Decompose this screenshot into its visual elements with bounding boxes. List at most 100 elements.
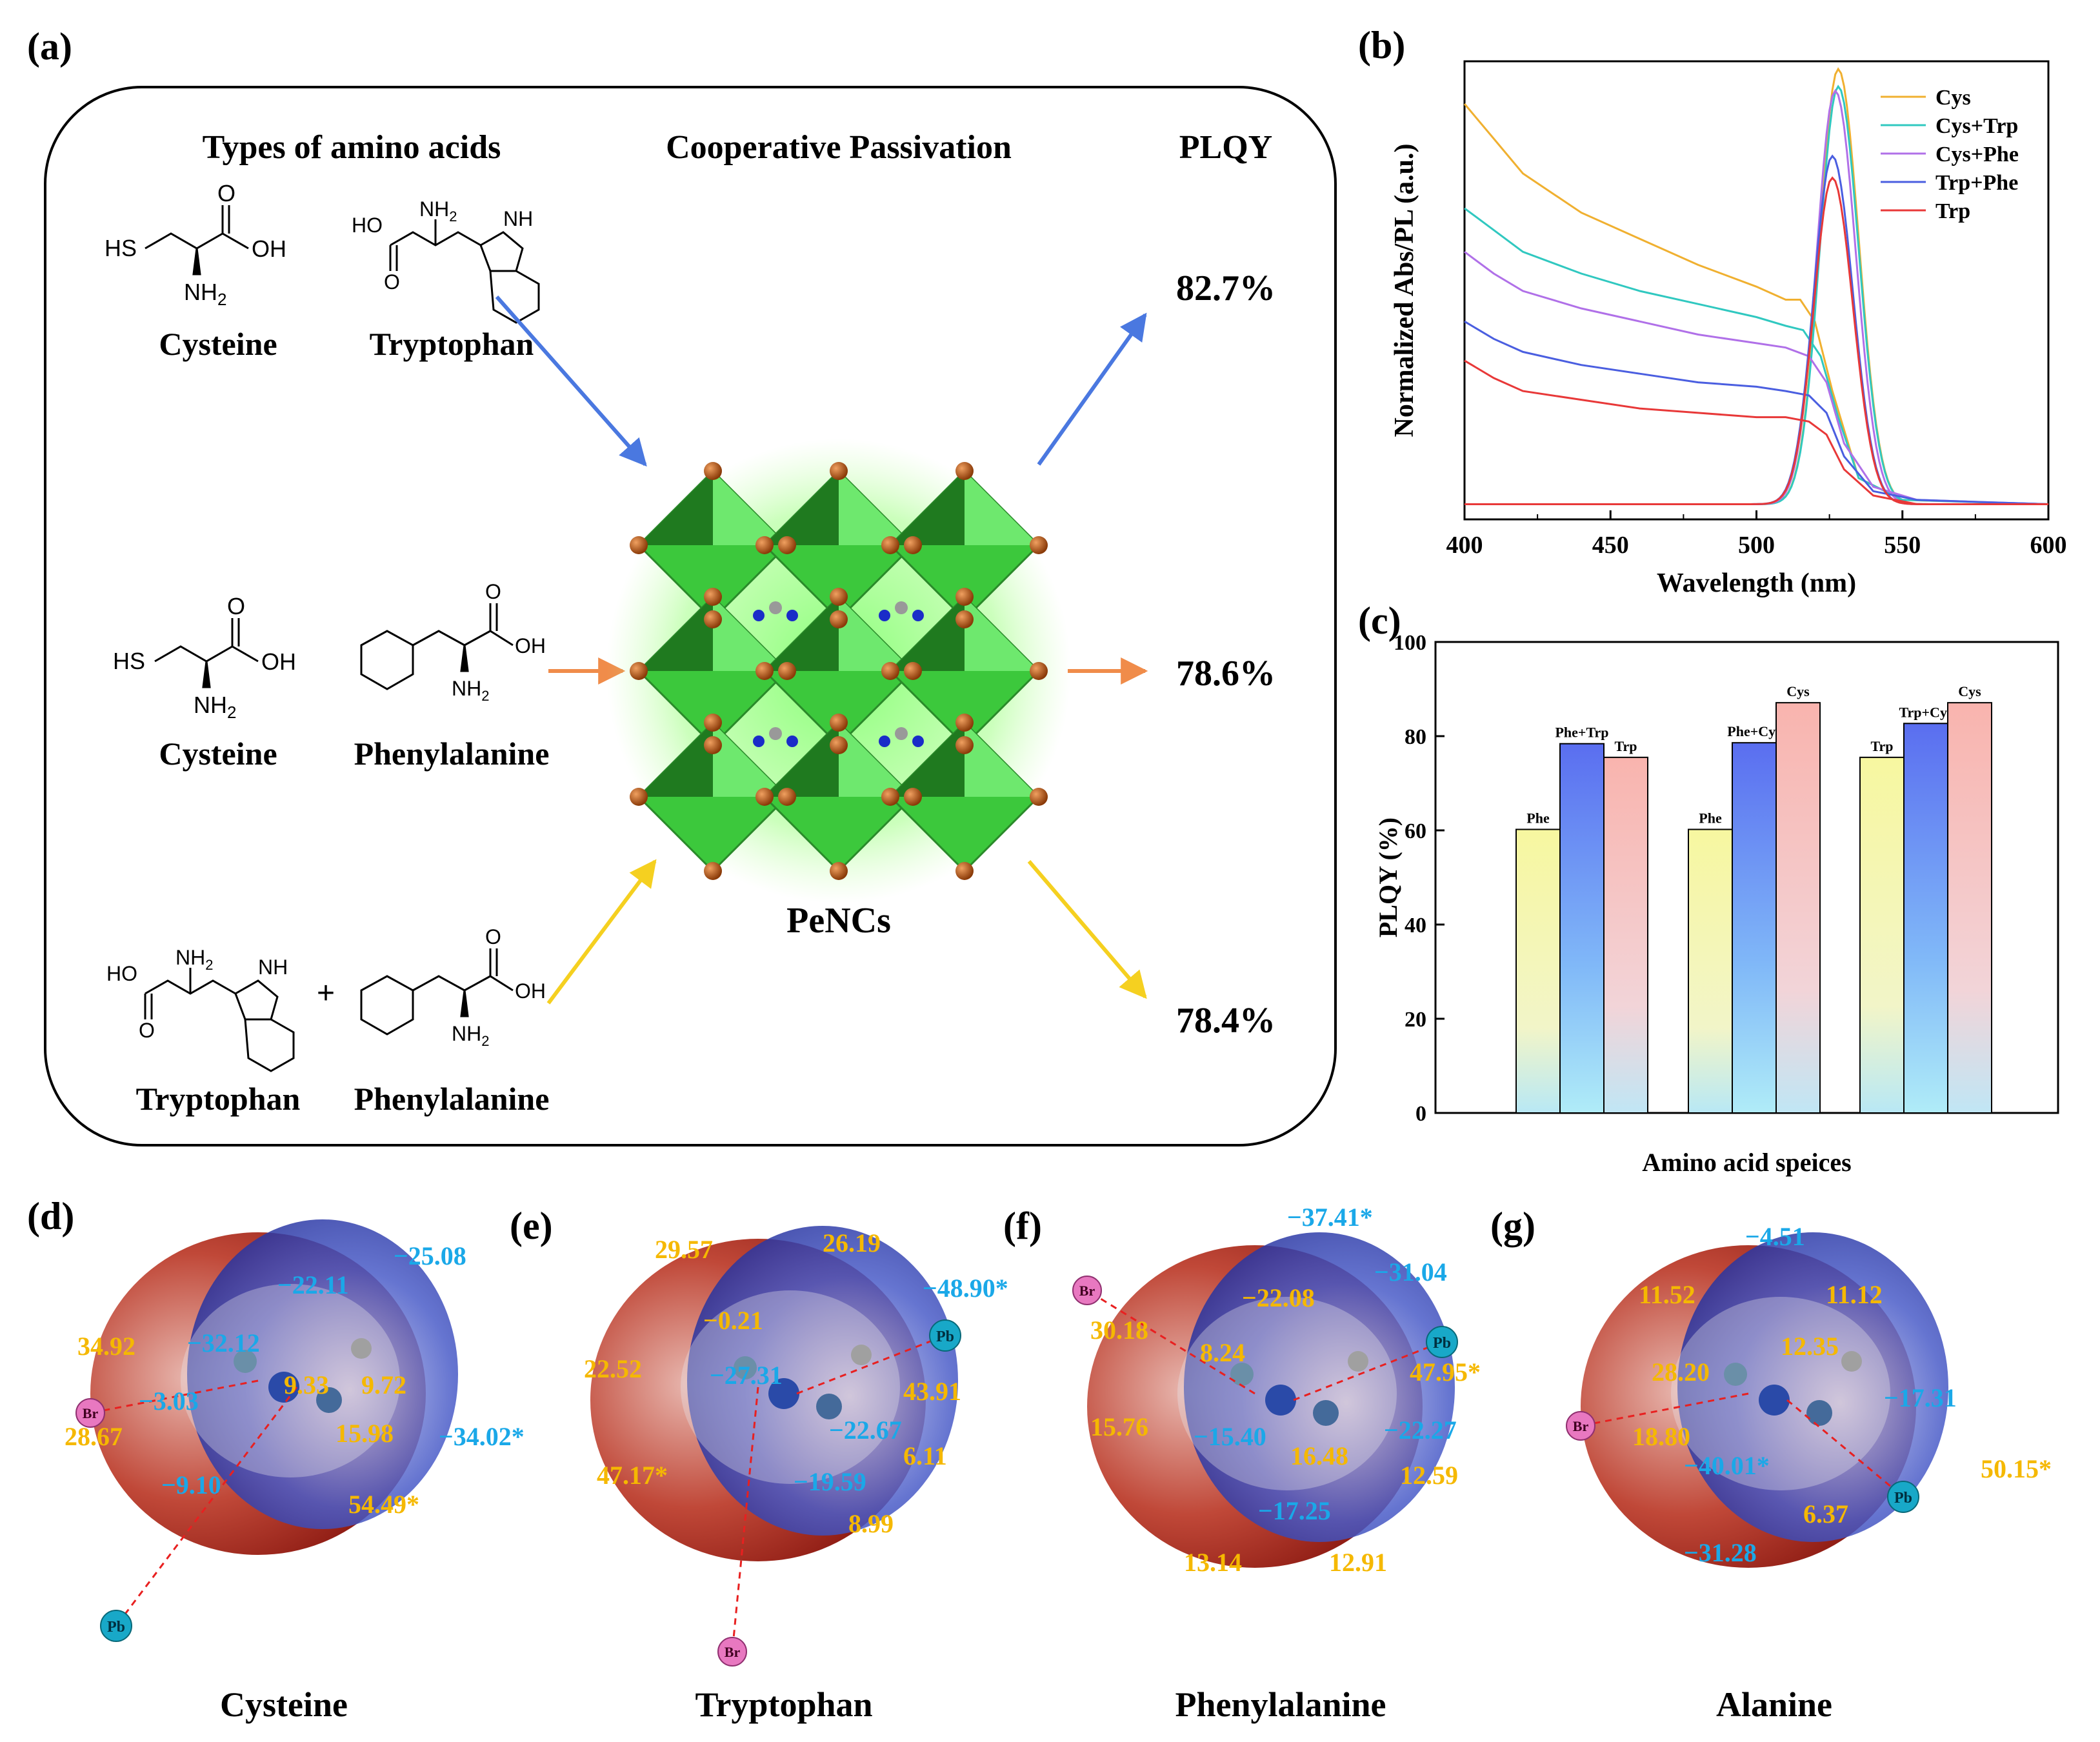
panel-c: (c) 0 20 40 60 80 100 Amino acid speices PLQY (… [1358, 599, 2059, 1177]
esp-value: −22.08 [1242, 1283, 1315, 1312]
esp-value: 29.57 [655, 1235, 713, 1264]
esp-value: 34.92 [77, 1332, 135, 1361]
atom-carbon [316, 1387, 342, 1413]
br-ion [717, 1637, 747, 1667]
esp-value: −3.03 [139, 1387, 199, 1416]
fa-nitrogen [786, 736, 798, 747]
penc-label: PeNCs [786, 901, 891, 941]
esp-value: 54.49* [348, 1490, 419, 1519]
esp-value: 22.52 [584, 1354, 642, 1383]
cys1-nh2: NH2 [184, 279, 226, 309]
spectra-chart: 400 450 500 550 600 Wavelength (nm) Normalized… [1390, 60, 2067, 598]
bromide-ion [778, 662, 796, 680]
panel-b-label: (b) [1358, 24, 1405, 66]
y-tick-label: 20 [1405, 1008, 1426, 1032]
cysteine-structure-2 [154, 618, 259, 688]
fa-nitrogen [879, 610, 890, 621]
row3-right-name: Phenylalanine [354, 1081, 550, 1117]
bromide-ion [830, 610, 848, 628]
br-label: Br [725, 1644, 741, 1660]
pb-interaction [1786, 1399, 1904, 1498]
esp-value: −48.90* [923, 1274, 1008, 1303]
cysteine-structure-1 [145, 205, 249, 275]
passivation-heading: Cooperative Passivation [666, 129, 1012, 166]
pb-ion [1887, 1481, 1919, 1513]
br-ion [1566, 1411, 1595, 1441]
esp-surface-negative [687, 1226, 958, 1536]
bromide-ion [704, 862, 722, 880]
phe2-nh2: NH2 [452, 1022, 489, 1049]
bromide-ion [630, 536, 648, 554]
bromide-ion [955, 862, 974, 880]
molecule-name: Phenylalanine [1175, 1685, 1386, 1724]
bar-Trp [1859, 756, 1905, 1114]
atom-carbon [1806, 1400, 1832, 1426]
atom-carbon [1313, 1400, 1339, 1426]
phenylalanine-structure-2 [360, 948, 514, 1036]
esp-value: −40.01* [1684, 1451, 1770, 1480]
esp-value: 30.18 [1090, 1316, 1148, 1345]
bromide-ion [704, 736, 722, 754]
bar-Trp [1603, 756, 1648, 1114]
esp-value: 13.14 [1184, 1548, 1242, 1577]
panel-a: (a) Types of amino acids Cooperative Pas… [27, 25, 1337, 1146]
bar-label: Trp [1614, 738, 1637, 754]
bromide-ion [1030, 536, 1048, 554]
fa-carbon [769, 727, 782, 740]
br-interaction [90, 1379, 259, 1414]
row1-plqy: 82.7% [1176, 268, 1275, 308]
legend-label: Cys+Trp [1935, 114, 2018, 138]
panel-f-label: (f) [1003, 1205, 1042, 1247]
cys1-sh: HS [105, 235, 137, 261]
esp-value: −37.41* [1287, 1203, 1373, 1232]
bromide-ion [904, 662, 922, 680]
esp-value: 12.91 [1329, 1548, 1387, 1577]
esp-value: −32.12 [187, 1328, 260, 1357]
fa-nitrogen [879, 736, 890, 747]
bromide-ion [881, 662, 899, 680]
phe1-nh2: NH2 [452, 677, 489, 704]
atom-carbon [1724, 1363, 1747, 1386]
arrow-row1-in [495, 295, 647, 467]
legend-label: Trp+Phe [1935, 171, 2018, 195]
pb-label: Pb [1894, 1490, 1912, 1507]
octahedron-face [890, 723, 965, 797]
octahedron-face [713, 597, 787, 671]
bromide-ion [704, 714, 722, 732]
y-tick-label: 60 [1405, 819, 1426, 843]
abs-line-Cys+Phe [1464, 251, 2049, 505]
bromide-ion [1030, 788, 1048, 806]
fa-nitrogen [786, 610, 798, 621]
y-tick-label: 40 [1405, 914, 1426, 937]
atom-hydrogen [351, 1338, 372, 1359]
octahedron-face [639, 471, 713, 545]
octahedron-face [765, 471, 839, 545]
esp-value: 18.80 [1632, 1422, 1690, 1451]
esp-value: −15.40 [1194, 1422, 1266, 1451]
esp-surface-negative [187, 1219, 458, 1529]
y-tick-label: 0 [1415, 1102, 1426, 1126]
cys1-oh: OH [252, 235, 286, 262]
x-tick-label: 600 [2030, 532, 2067, 559]
esp-value: 47.95* [1410, 1357, 1481, 1387]
trp1-o: O [384, 270, 400, 294]
octahedron-face [765, 597, 839, 671]
row2-right-name: Phenylalanine [354, 736, 550, 772]
esp-value: 6.11 [903, 1441, 947, 1470]
bar-Phe+Cys [1732, 742, 1777, 1114]
esp-value: −31.28 [1684, 1538, 1757, 1567]
br-interaction [1086, 1289, 1255, 1395]
octahedron-face [965, 597, 1039, 671]
panel-g-label: (g) [1490, 1205, 1535, 1247]
esp-value: −22.67 [829, 1416, 902, 1445]
molecule-name: Tryptophan [695, 1685, 872, 1724]
trp2-nh: NH [258, 956, 288, 979]
fa-carbon [895, 601, 908, 614]
pb-interaction [796, 1334, 946, 1395]
bar-Phe+Trp [1559, 743, 1605, 1114]
x-tick-label: 550 [1884, 532, 1921, 559]
esp-value: −25.08 [394, 1241, 466, 1270]
row2-left-name: Cysteine [159, 736, 277, 772]
cys2-nh2: NH2 [194, 692, 236, 722]
